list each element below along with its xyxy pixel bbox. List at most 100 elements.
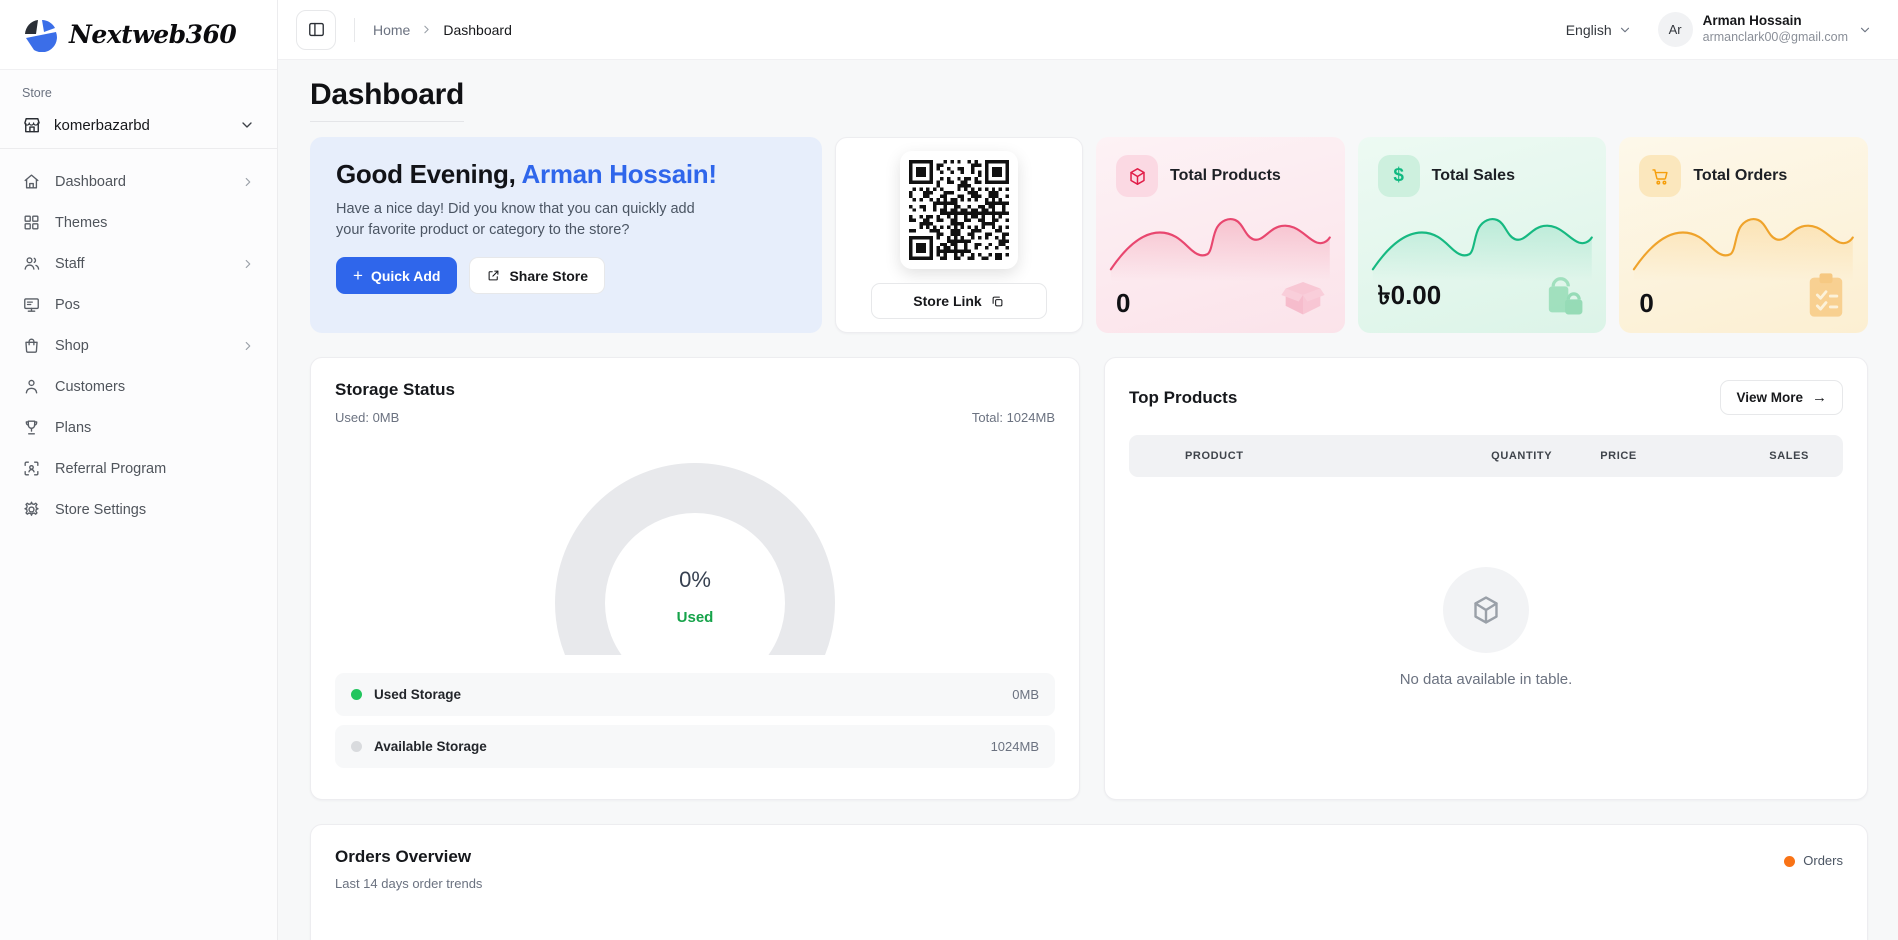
orders-overview-title: Orders Overview [335,847,472,866]
users-icon [24,257,40,270]
sidebar-item-label: Customers [55,378,126,395]
orders-row: Orders Overview Last 14 days order trend… [310,824,1868,940]
breadcrumb-current: Dashboard [443,21,512,38]
column-header-price: PRICE [1600,450,1637,462]
share-store-button[interactable]: Share Store [469,257,606,295]
referral-icon [24,461,39,476]
stat-value: 0 [1116,288,1131,318]
external-link-icon [489,270,499,281]
view-more-button[interactable]: View More → [1720,380,1843,415]
stat-card-total-sales: $ Total Sales ৳0.00 [1357,137,1607,333]
sidebar-item-dashboard[interactable]: Dashboard [0,161,277,202]
topbar: Home Dashboard English Ar Arman Hossain … [278,0,1898,60]
gear-icon [24,501,39,516]
language-selector[interactable]: English [1566,22,1632,38]
panel-toggle-icon [308,22,324,37]
bag-icon [25,338,38,353]
user-info: Arman Hossain armanclark00@gmail.com [1703,13,1848,46]
table-header-row: PRODUCT QUANTITY PRICE SALES [1129,435,1843,477]
sidebar-item-label: Staff [55,255,85,272]
column-header-product: PRODUCT [1185,450,1244,462]
store-qr-card: Store Link [835,137,1083,333]
sidebar-item-staff[interactable]: Staff [0,243,277,284]
grid-icon [24,215,39,230]
orders-overview-heading: Orders Overview Last 14 days order trend… [335,847,482,940]
legend-row-available: Available Storage 1024MB [335,725,1055,768]
legend-row-used: Used Storage 0MB [335,673,1055,716]
sidebar-item-label: Pos [55,296,80,313]
qr-code [900,151,1018,269]
user-name: Arman Hossain [1702,13,1802,29]
stat-value: 0 [1639,288,1654,318]
storefront-icon [24,118,40,133]
store-name: komerbazarbd [54,116,150,134]
gauge-percent: 0% [679,567,711,592]
greeting-user-name: Arman Hossain! [521,159,717,189]
clipboard-watermark-icon [1809,273,1843,317]
share-store-label: Share Store [509,267,589,284]
cube-icon [1116,155,1158,197]
storage-legend: Used Storage 0MB Available Storage 1024M… [335,655,1055,777]
chevron-down-icon [1860,27,1870,32]
storage-used-label: Used: 0MB [335,410,400,425]
legend-label: Available Storage [374,739,487,754]
breadcrumb-home[interactable]: Home [373,21,411,38]
greeting-card: Good Evening, Arman Hossain! Have a nice… [310,137,822,333]
avatar: Ar [1657,12,1693,47]
sidebar-item-referral-program[interactable]: Referral Program [0,448,277,489]
copy-icon [992,296,1003,306]
column-header-sales: SALES [1769,450,1809,462]
chevron-right-icon [245,177,251,186]
empty-state-circle [1443,566,1529,653]
sidebar-item-plans[interactable]: Plans [0,407,277,448]
column-header-quantity: QUANTITY [1491,450,1553,462]
greeting-message: Have a nice day! Did you know that you c… [336,201,695,239]
empty-state: No data available in table. [1129,477,1843,777]
sidebar-item-pos[interactable]: Pos [0,284,277,325]
cube-icon [1474,595,1498,624]
sidebar-nav: Dashboard Themes Staff Pos Shop [0,149,277,530]
quick-add-label: Quick Add [370,267,441,284]
user-email: armanclark00@gmail.com [1702,30,1848,45]
available-storage-dot [351,741,362,752]
store-link-button[interactable]: Store Link [871,283,1047,319]
sidebar-item-store-settings[interactable]: Store Settings [0,489,277,530]
chevron-down-icon [242,122,252,128]
top-products-title: Top Products [1129,387,1238,407]
gauge-ring [555,463,835,655]
sidebar-item-shop[interactable]: Shop [0,325,277,366]
sidebar-divider [0,148,277,149]
greeting-title: Good Evening, Arman Hossain! [336,159,796,190]
store-link-label: Store Link [913,293,982,309]
user-menu[interactable]: Ar Arman Hossain armanclark00@gmail.com [1657,12,1872,47]
view-more-label: View More [1736,390,1803,405]
sidebar-toggle-button[interactable] [296,9,336,50]
store-selector[interactable]: komerbazarbd [0,106,277,148]
breadcrumb: Home Dashboard [373,22,512,38]
greeting-prefix: Good Evening, [336,159,516,189]
sidebar-item-customers[interactable]: Customers [0,366,277,407]
sidebar: Nextweb360 Store komerbazarbd Dashboard [0,0,278,940]
home-icon [24,174,39,189]
chevron-right-icon [245,259,251,268]
store-section-label: Store [22,86,52,100]
brand-logo-icon [25,19,57,52]
gauge-caption: Used [676,609,714,626]
empty-state-text: No data available in table. [1399,670,1573,688]
sparkline-chart [1371,218,1593,281]
shopping-bags-watermark-icon [1549,277,1583,315]
quick-add-button[interactable]: + Quick Add [336,257,458,295]
stat-card-total-orders: Total Orders 0 [1619,137,1869,333]
brand-logo[interactable]: Nextweb360 [0,0,277,70]
chevron-right-icon [245,341,251,350]
sidebar-item-label: Store Settings [55,501,147,518]
legend-value: 1024MB [990,739,1039,754]
sparkline-chart [1109,218,1331,281]
summary-row: Good Evening, Arman Hossain! Have a nice… [310,137,1869,333]
sidebar-item-themes[interactable]: Themes [0,202,277,243]
sidebar-item-label: Dashboard [55,173,126,190]
stat-card-total-products: Total Products 0 [1096,137,1345,333]
plus-icon: + [353,266,363,286]
orders-legend: Orders [1784,847,1843,940]
